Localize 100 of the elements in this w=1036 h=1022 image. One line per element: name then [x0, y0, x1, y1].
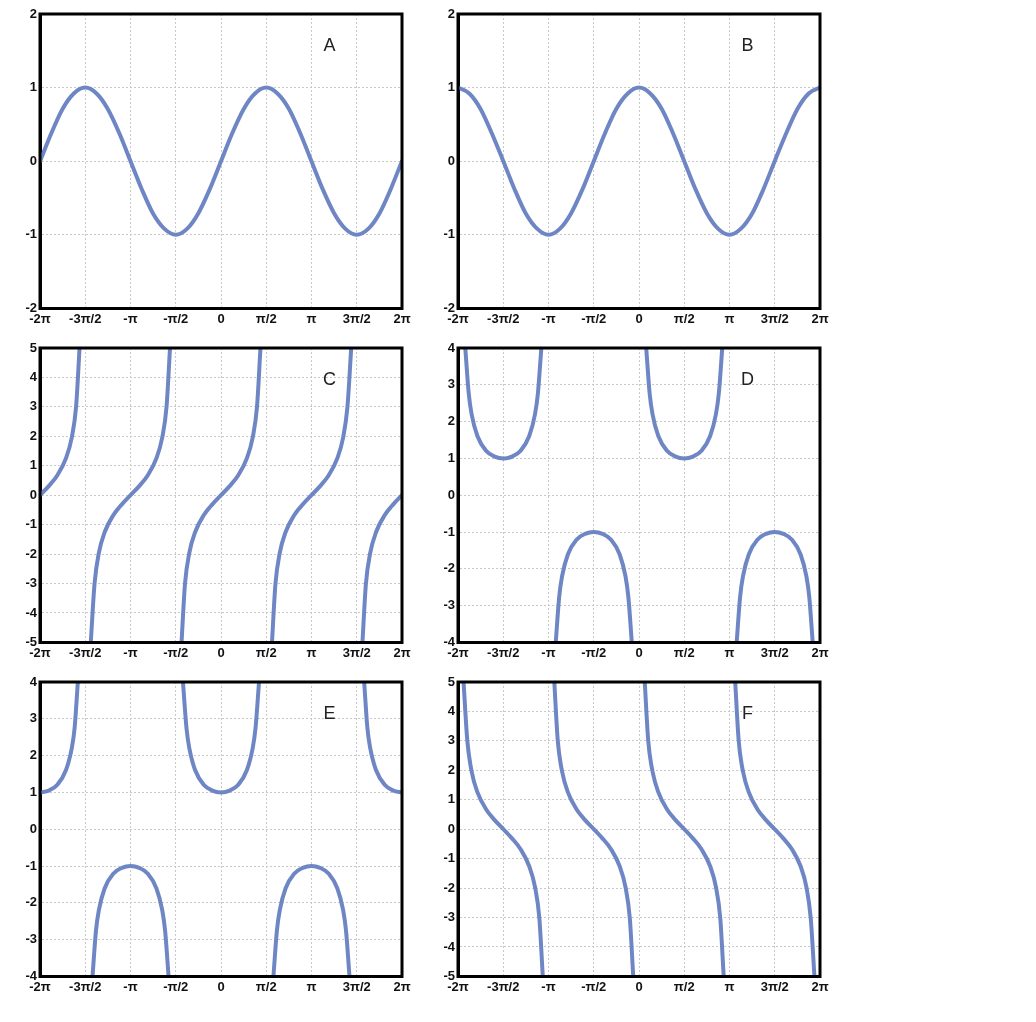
- x-tick-label: π: [724, 978, 735, 994]
- y-tick-label: 2: [29, 747, 37, 763]
- x-tick-label: -π/2: [581, 310, 607, 326]
- y-tick-label: -2: [25, 894, 37, 910]
- y-tick-label: 1: [447, 449, 455, 465]
- x-tick-label: -3π/2: [69, 978, 102, 994]
- y-tick-label: -1: [25, 857, 37, 873]
- x-tick-label: -3π/2: [487, 644, 520, 660]
- y-tick-label: 5: [29, 339, 37, 355]
- x-tick-label: -3π/2: [69, 310, 102, 326]
- y-tick-label: 3: [447, 376, 455, 392]
- x-tick-label: π: [724, 644, 735, 660]
- x-tick-label: -π/2: [581, 644, 607, 660]
- y-tick-label: -2: [443, 879, 455, 895]
- x-tick-label: 3π/2: [342, 978, 371, 994]
- y-tick-label: 3: [29, 398, 37, 414]
- x-tick-label: π/2: [673, 978, 695, 994]
- y-tick-label: 0: [447, 486, 455, 502]
- x-tick-label: -3π/2: [69, 644, 102, 660]
- y-tick-label: 0: [29, 486, 37, 502]
- x-tick-label: -π: [123, 978, 138, 994]
- y-tick-label: -1: [25, 516, 37, 532]
- y-tick-label: 2: [447, 413, 455, 429]
- x-tick-label: 2π: [393, 310, 411, 326]
- y-tick-label: -4: [443, 633, 456, 649]
- y-tick-label: -1: [443, 523, 455, 539]
- y-tick-label: -5: [25, 633, 37, 649]
- annotation: F: [742, 703, 754, 724]
- x-tick-label: 2π: [811, 978, 829, 994]
- x-tick-label: π: [306, 310, 317, 326]
- x-tick-label: -π/2: [163, 978, 189, 994]
- y-tick-label: -3: [443, 597, 455, 613]
- x-tick-label: 3π/2: [760, 644, 789, 660]
- y-tick-label: 0: [447, 820, 455, 836]
- x-tick-label: 0: [635, 978, 643, 994]
- x-tick-label: 3π/2: [760, 978, 789, 994]
- y-tick-label: 2: [29, 5, 37, 21]
- line-series: [458, 85, 820, 237]
- y-tick-label: -4: [25, 967, 38, 983]
- x-tick-label: π: [724, 310, 735, 326]
- y-tick-label: 2: [29, 427, 37, 443]
- y-tick-label: 5: [447, 673, 455, 689]
- x-tick-label: 0: [217, 978, 225, 994]
- y-tick-label: 3: [29, 710, 37, 726]
- x-tick-label: 3π/2: [760, 310, 789, 326]
- x-tick-label: π/2: [673, 310, 695, 326]
- y-tick-label: 1: [29, 79, 37, 95]
- line-series: [40, 85, 402, 237]
- annotation: D: [741, 369, 755, 390]
- x-tick-label: -π: [123, 310, 138, 326]
- x-tick-label: -3π/2: [487, 978, 520, 994]
- x-tick-label: π/2: [673, 644, 695, 660]
- y-tick-label: 3: [447, 732, 455, 748]
- x-tick-label: 2π: [393, 978, 411, 994]
- y-tick-label: -5: [443, 967, 455, 983]
- annotation: A: [323, 35, 336, 56]
- y-tick-label: -2: [25, 545, 37, 561]
- x-tick-label: 0: [217, 310, 225, 326]
- y-tick-label: -2: [443, 560, 455, 576]
- x-tick-label: π/2: [255, 644, 277, 660]
- x-tick-label: -π/2: [581, 978, 607, 994]
- y-tick-label: 4: [447, 339, 456, 355]
- y-tick-label: -4: [443, 938, 456, 954]
- y-tick-label: -4: [25, 604, 38, 620]
- x-tick-label: 3π/2: [342, 310, 371, 326]
- y-tick-label: -2: [443, 299, 455, 315]
- y-tick-label: 1: [447, 791, 455, 807]
- y-tick-label: 0: [447, 152, 455, 168]
- x-tick-label: -π/2: [163, 644, 189, 660]
- x-tick-label: 0: [217, 644, 225, 660]
- x-tick-label: 2π: [811, 310, 829, 326]
- x-tick-label: 2π: [393, 644, 411, 660]
- y-tick-label: -1: [443, 226, 455, 242]
- y-tick-label: -1: [25, 226, 37, 242]
- y-tick-label: -3: [443, 909, 455, 925]
- x-tick-label: -3π/2: [487, 310, 520, 326]
- y-tick-label: 1: [29, 783, 37, 799]
- x-tick-label: 0: [635, 310, 643, 326]
- x-tick-label: π: [306, 978, 317, 994]
- x-tick-label: 2π: [811, 644, 829, 660]
- annotation: C: [323, 369, 337, 390]
- y-tick-label: 4: [447, 703, 456, 719]
- y-tick-label: -3: [25, 575, 37, 591]
- x-tick-label: -π: [541, 644, 556, 660]
- x-tick-label: -π/2: [163, 310, 189, 326]
- y-tick-label: 0: [29, 152, 37, 168]
- y-tick-label: -1: [443, 850, 455, 866]
- x-tick-label: π/2: [255, 310, 277, 326]
- y-tick-label: 2: [447, 5, 455, 21]
- y-tick-label: 0: [29, 820, 37, 836]
- y-tick-label: -2: [25, 299, 37, 315]
- y-tick-label: 4: [29, 369, 38, 385]
- annotation: B: [741, 35, 754, 56]
- y-tick-label: 1: [29, 457, 37, 473]
- x-tick-label: -π: [123, 644, 138, 660]
- x-tick-label: π/2: [255, 978, 277, 994]
- y-tick-label: -3: [25, 931, 37, 947]
- y-tick-label: 2: [447, 761, 455, 777]
- x-tick-label: 0: [635, 644, 643, 660]
- x-tick-label: -π: [541, 310, 556, 326]
